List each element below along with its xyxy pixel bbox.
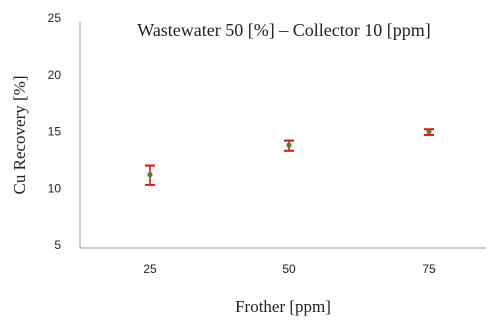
- x-tick-label: 50: [282, 262, 296, 276]
- y-tick-label: 10: [48, 181, 62, 195]
- data-point: [147, 172, 153, 178]
- y-tick-label: 5: [54, 238, 61, 252]
- data-point: [426, 128, 432, 135]
- y-tick-label: 20: [48, 68, 62, 82]
- data-points: [145, 128, 434, 186]
- y-axis-label: Cu Recovery [%]: [10, 76, 29, 195]
- y-tick-label: 15: [48, 125, 62, 139]
- x-tick-label: 25: [143, 262, 157, 276]
- y-tick-label: 25: [48, 11, 62, 25]
- x-axis-label: Frother [ppm]: [235, 297, 331, 316]
- chart-title: Wastewater 50 [%] – Collector 10 [ppm]: [137, 20, 430, 40]
- plot-area: [79, 22, 486, 249]
- data-point: [286, 142, 292, 148]
- x-tick-labels: 25 50 75: [143, 262, 436, 276]
- y-tick-labels: 5 10 15 20 25: [48, 11, 62, 252]
- x-tick-label: 75: [422, 262, 436, 276]
